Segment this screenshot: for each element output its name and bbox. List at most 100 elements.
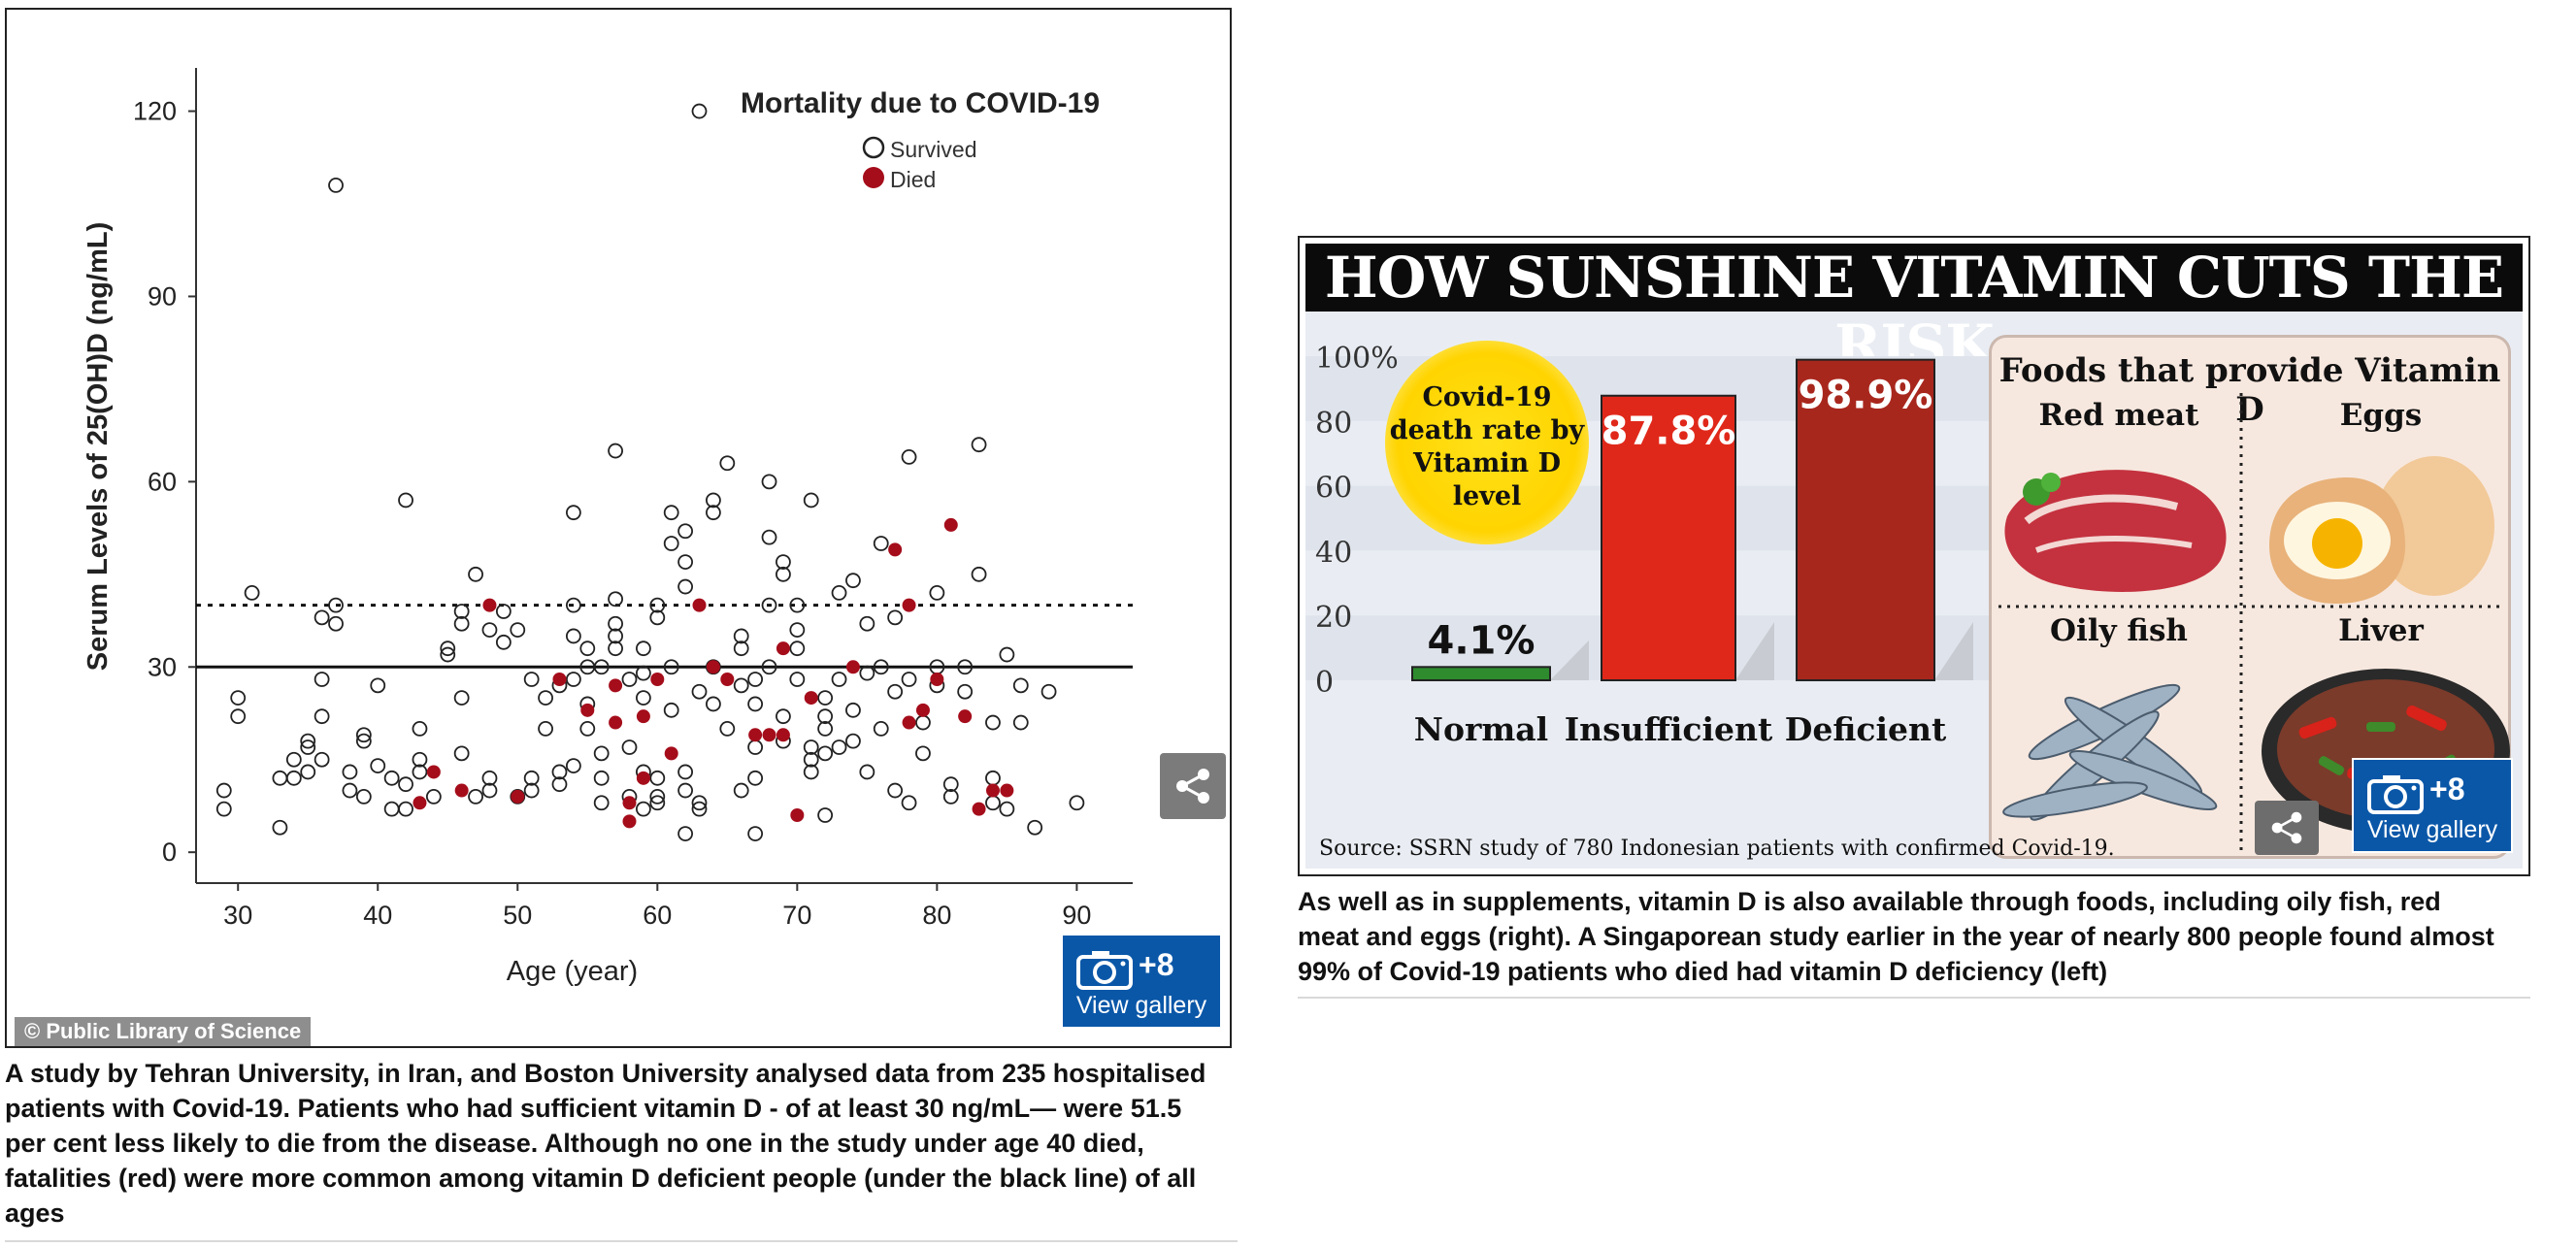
- survived-point: [314, 609, 330, 626]
- y-tick-label: 20: [1315, 601, 1352, 635]
- survived-point: [635, 640, 651, 657]
- survived-point: [565, 505, 581, 521]
- survived-point: [608, 640, 623, 657]
- x-tick-label: 30: [223, 901, 252, 930]
- y-tick-label: 60: [1315, 472, 1352, 506]
- died-point: [888, 542, 903, 557]
- image-credit: © Public Library of Science: [15, 1017, 312, 1046]
- survived-point: [677, 578, 694, 595]
- x-tick-label: 80: [922, 901, 951, 930]
- survived-point: [803, 751, 819, 768]
- died-point: [1000, 783, 1014, 798]
- survived-point: [510, 622, 526, 638]
- gallery-count: +8: [2429, 772, 2465, 806]
- survived-point: [285, 770, 302, 786]
- survived-point: [663, 505, 679, 521]
- bar-shadow: [1735, 622, 1774, 680]
- survived-point: [691, 801, 708, 817]
- view-gallery-button[interactable]: +8 View gallery: [1061, 934, 1222, 1029]
- survived-point: [440, 640, 456, 657]
- food-label-liver: Liver: [2338, 613, 2424, 648]
- died-point: [426, 765, 441, 779]
- survived-point: [663, 702, 679, 718]
- share-button-right[interactable]: [2255, 801, 2319, 855]
- sun-label: Covid-19 death rate by Vitamin D level: [1389, 382, 1585, 511]
- left-caption-divider: [5, 1240, 1238, 1242]
- survived-point: [845, 733, 861, 749]
- died-point: [552, 673, 567, 686]
- survived-point: [901, 672, 917, 687]
- died-point: [692, 598, 707, 612]
- died-point: [902, 715, 916, 730]
- view-gallery-button-right[interactable]: +8 View gallery: [2352, 758, 2513, 853]
- survived-point: [608, 615, 623, 632]
- survived-point: [342, 782, 358, 799]
- died-point: [804, 691, 818, 706]
- survived-point: [706, 505, 721, 521]
- survived-point: [551, 764, 568, 780]
- food-oily-fish: Oily fish: [1998, 609, 2240, 823]
- x-tick-label: 60: [643, 901, 672, 930]
- survived-point: [495, 634, 512, 650]
- survived-point: [328, 597, 344, 613]
- survived-point: [733, 677, 749, 694]
- survived-point: [817, 690, 834, 706]
- share-button[interactable]: [1160, 753, 1226, 819]
- left-caption: A study by Tehran University, in Iran, a…: [5, 1059, 1206, 1228]
- survived-point: [355, 727, 372, 743]
- bar-value-label: 87.8%: [1602, 410, 1736, 454]
- bar-value-label: 98.9%: [1799, 374, 1933, 418]
- survived-point: [789, 640, 806, 657]
- survived-point: [398, 801, 413, 817]
- legend-label-survived: Survived: [890, 137, 976, 162]
- survived-point: [398, 492, 413, 509]
- survived-point: [887, 782, 904, 799]
- bar-shadow: [1550, 640, 1589, 680]
- survived-point: [495, 604, 512, 619]
- share-icon: [2271, 811, 2302, 844]
- survived-point: [803, 739, 819, 755]
- survived-point: [300, 764, 316, 780]
- survived-point: [706, 696, 721, 712]
- survived-point: [608, 628, 623, 644]
- bar: [1601, 394, 1736, 682]
- survived-point: [649, 789, 666, 805]
- survived-point: [985, 770, 1001, 786]
- survived-point: [593, 745, 610, 762]
- survived-point: [342, 764, 358, 780]
- died-point: [776, 728, 790, 742]
- x-axis-label: Age (year): [507, 956, 638, 987]
- survived-point: [370, 758, 386, 773]
- died-point: [985, 783, 1000, 798]
- survived-point: [1040, 683, 1057, 700]
- survived-point: [789, 672, 806, 687]
- survived-point: [215, 782, 232, 799]
- survived-point: [453, 615, 470, 632]
- survived-point: [942, 776, 959, 793]
- survived-point: [314, 708, 330, 725]
- x-tick-label: 70: [782, 901, 811, 930]
- survived-point: [1012, 677, 1029, 694]
- survived-point: [691, 683, 708, 700]
- survived-point: [915, 745, 931, 762]
- camera-icon: [1076, 951, 1133, 990]
- y-tick-label: 80: [1315, 407, 1352, 441]
- infographic-header: HOW SUNSHINE VITAMIN CUTS THE RISK: [1305, 244, 2523, 378]
- x-tick-label: 40: [363, 901, 392, 930]
- survived-point: [761, 529, 777, 545]
- survived-point: [817, 807, 834, 823]
- y-tick-label: 0: [1315, 666, 1334, 700]
- died-point: [609, 678, 623, 693]
- survived-point: [901, 449, 917, 465]
- survived-point: [608, 591, 623, 608]
- survived-point: [1012, 714, 1029, 731]
- y-tick-label: 30: [148, 652, 177, 681]
- survived-point: [929, 585, 945, 601]
- survived-point: [551, 776, 568, 793]
- food-red-meat: Red meat: [1998, 394, 2240, 608]
- survived-point: [412, 764, 428, 780]
- died-point: [454, 783, 469, 798]
- survived-point: [873, 536, 889, 551]
- survived-point: [621, 672, 638, 687]
- survived-point: [272, 819, 288, 836]
